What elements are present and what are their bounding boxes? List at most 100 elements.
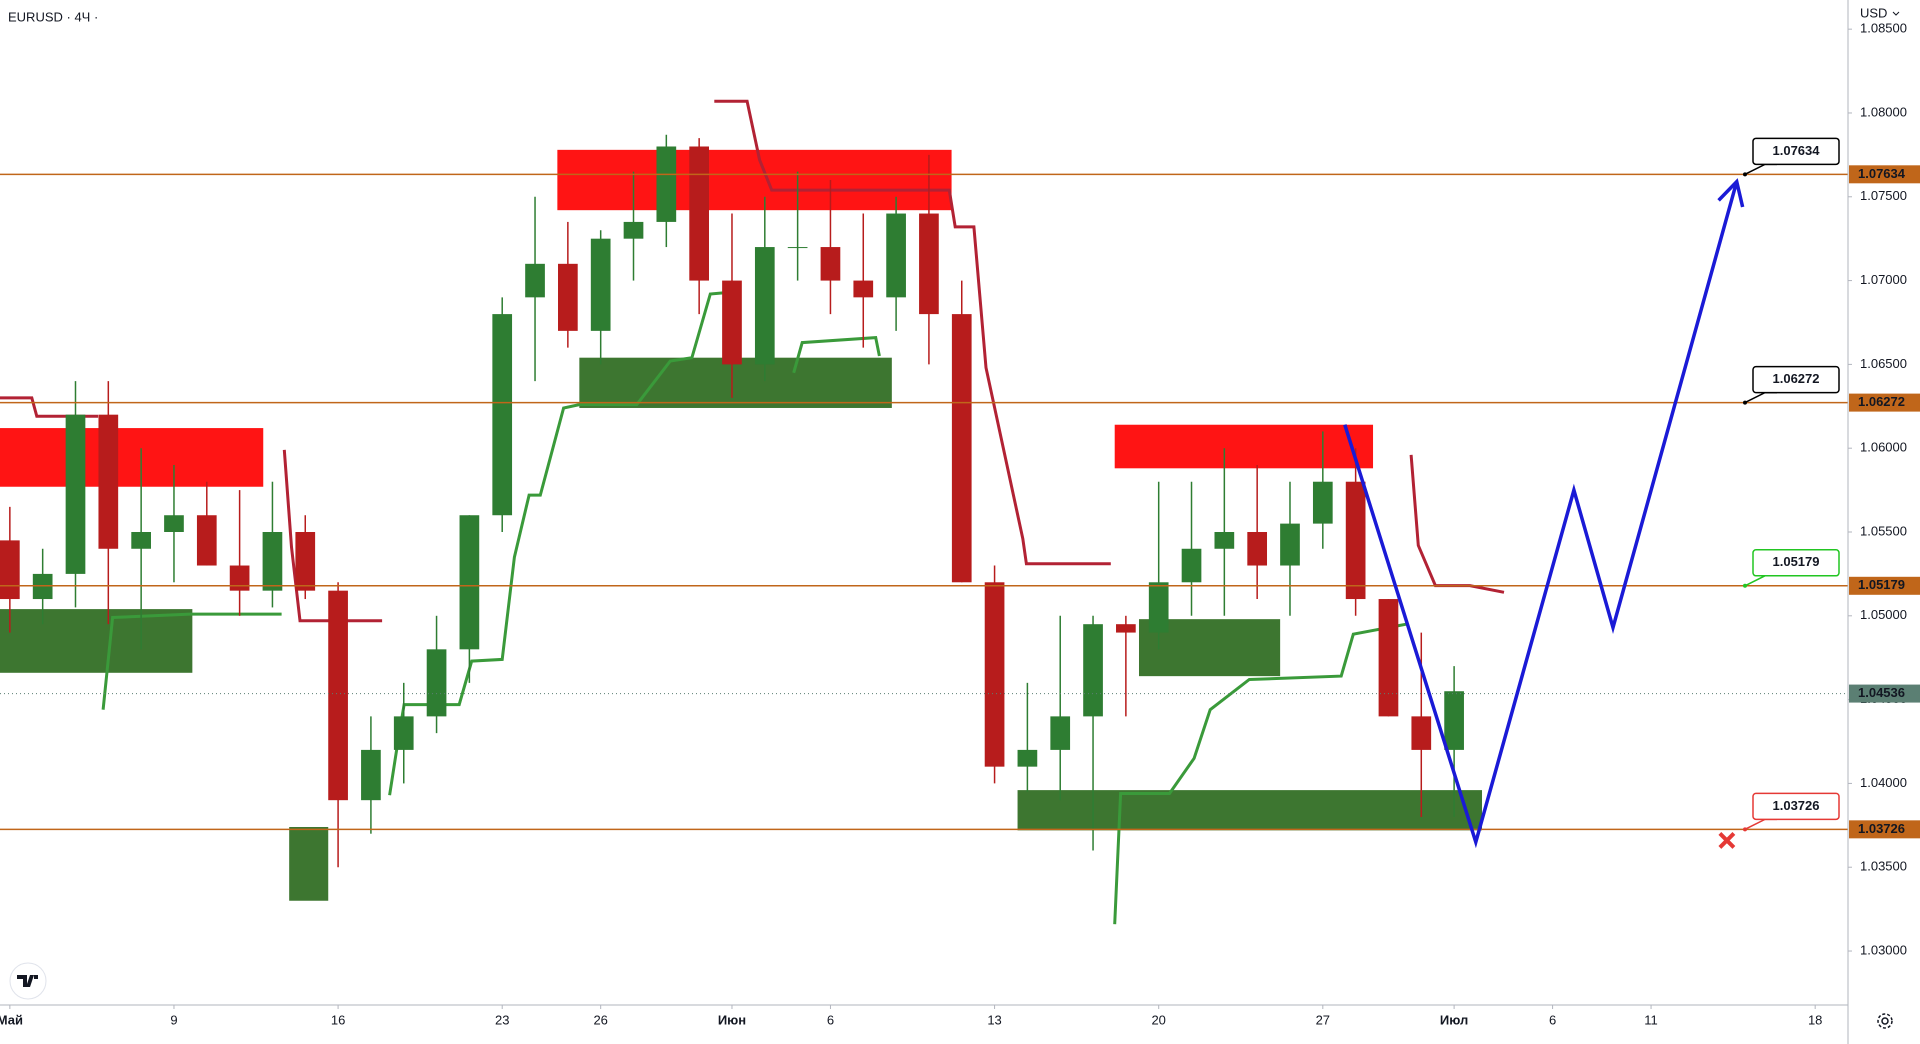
candle-body <box>492 314 513 516</box>
candle-body <box>689 146 710 281</box>
callout-anchor <box>1743 827 1747 832</box>
candle-body <box>426 649 447 717</box>
candle-body <box>951 314 972 583</box>
current-price-label: 1.04536 <box>1858 685 1905 700</box>
candle-body <box>1345 481 1366 600</box>
x-tick-label: 18 <box>1808 1012 1822 1027</box>
plot-area <box>0 99 1848 925</box>
candle-body <box>590 238 611 331</box>
candle-body <box>984 582 1005 767</box>
candle-body <box>787 247 808 249</box>
candle-body <box>164 515 184 532</box>
x-tick-label: 9 <box>170 1012 177 1027</box>
candle-body <box>328 590 348 801</box>
zone <box>579 357 892 408</box>
y-tick-label: 1.06000 <box>1860 440 1907 455</box>
x-tick-label: 13 <box>987 1012 1001 1027</box>
candle-body <box>1083 624 1103 717</box>
callout-box <box>1752 549 1840 577</box>
level-axis-label: 1.06272 <box>1858 394 1905 409</box>
y-tick-label: 1.08500 <box>1860 21 1907 36</box>
candle-body <box>1247 531 1268 566</box>
candle-body <box>1148 582 1169 633</box>
zone <box>1114 424 1374 469</box>
y-tick-label: 1.03000 <box>1860 942 1907 957</box>
level-axis-label: 1.03726 <box>1858 821 1905 836</box>
candle-body <box>229 565 250 591</box>
candle-body <box>295 531 316 591</box>
settings-icon[interactable] <box>1877 1013 1893 1029</box>
level-axis-tag <box>1849 393 1920 412</box>
candle-body <box>1050 716 1071 750</box>
candle-body <box>820 247 841 281</box>
y-tick-label: 1.05000 <box>1860 607 1907 622</box>
y-tick-label: 1.07500 <box>1860 188 1907 203</box>
callout-label: 1.07634 <box>1773 143 1821 158</box>
zone <box>557 149 952 211</box>
candle-body <box>1181 548 1202 583</box>
current-price-tag <box>1849 684 1920 703</box>
callout-box <box>1752 365 1840 394</box>
candle-body <box>131 531 151 549</box>
projection-line <box>1343 181 1739 849</box>
zone <box>0 609 193 673</box>
candle-body <box>722 280 742 365</box>
x-tick-label: 27 <box>1316 1012 1330 1027</box>
indicator-line <box>101 290 1407 925</box>
candle-body <box>65 414 86 574</box>
candle-body <box>1280 523 1300 566</box>
candle-body <box>853 280 874 298</box>
y-tick-label: 1.08000 <box>1860 104 1907 119</box>
symbol-title: EURUSD · 4Ч · <box>8 9 98 24</box>
x-tick-label: 26 <box>593 1012 607 1027</box>
x-tick-label: Июн <box>718 1012 746 1027</box>
x-tick-label: 16 <box>331 1012 345 1027</box>
callout-anchor <box>1743 400 1747 405</box>
y-tick-label: 1.04000 <box>1860 775 1907 790</box>
y-tick-label: 1.03500 <box>1860 859 1907 874</box>
candle-body <box>754 247 775 365</box>
callout-label: 1.06272 <box>1773 371 1820 386</box>
y-tick-label: 1.05500 <box>1860 523 1907 538</box>
stop-marker <box>1718 831 1736 849</box>
currency-caret[interactable] <box>1892 11 1900 16</box>
callout-anchor <box>1743 583 1747 588</box>
level-axis-tag <box>1849 576 1920 595</box>
candle-body <box>886 213 906 298</box>
x-tick-label: 23 <box>495 1012 509 1027</box>
level-axis-label: 1.07634 <box>1858 166 1906 181</box>
projection-arrowhead <box>1717 178 1745 208</box>
candle-body <box>196 515 217 566</box>
x-tick-label: 11 <box>1644 1012 1658 1027</box>
x-tick-label: 6 <box>827 1012 834 1027</box>
candle-body <box>98 414 119 549</box>
callout-label: 1.03726 <box>1773 798 1820 813</box>
callout-label: 1.05179 <box>1773 554 1820 569</box>
y-tick-label: 1.07000 <box>1860 272 1907 287</box>
callout-box <box>1752 792 1840 821</box>
level-axis-tag <box>1849 165 1920 184</box>
candle-body <box>1017 749 1038 767</box>
candle-body <box>0 540 20 600</box>
callout-box <box>1752 137 1840 166</box>
candle-body <box>262 531 283 591</box>
candle-body <box>1116 624 1136 633</box>
callout-anchor <box>1743 172 1747 177</box>
zone <box>0 428 264 487</box>
level-axis-label: 1.05179 <box>1858 577 1905 592</box>
tv-logo[interactable] <box>9 962 47 1000</box>
candle-body <box>1411 716 1432 750</box>
candle-body <box>656 146 677 222</box>
candle-body <box>525 263 545 298</box>
currency[interactable]: USD <box>1860 5 1887 20</box>
candle-body <box>919 213 939 315</box>
y-tick-label: 1.06500 <box>1860 356 1907 371</box>
candle-body <box>393 716 414 750</box>
candle-body <box>1214 531 1235 549</box>
candle-body <box>459 515 480 650</box>
zone <box>289 826 329 901</box>
candle-body <box>361 749 381 801</box>
candle-body <box>1378 599 1399 717</box>
